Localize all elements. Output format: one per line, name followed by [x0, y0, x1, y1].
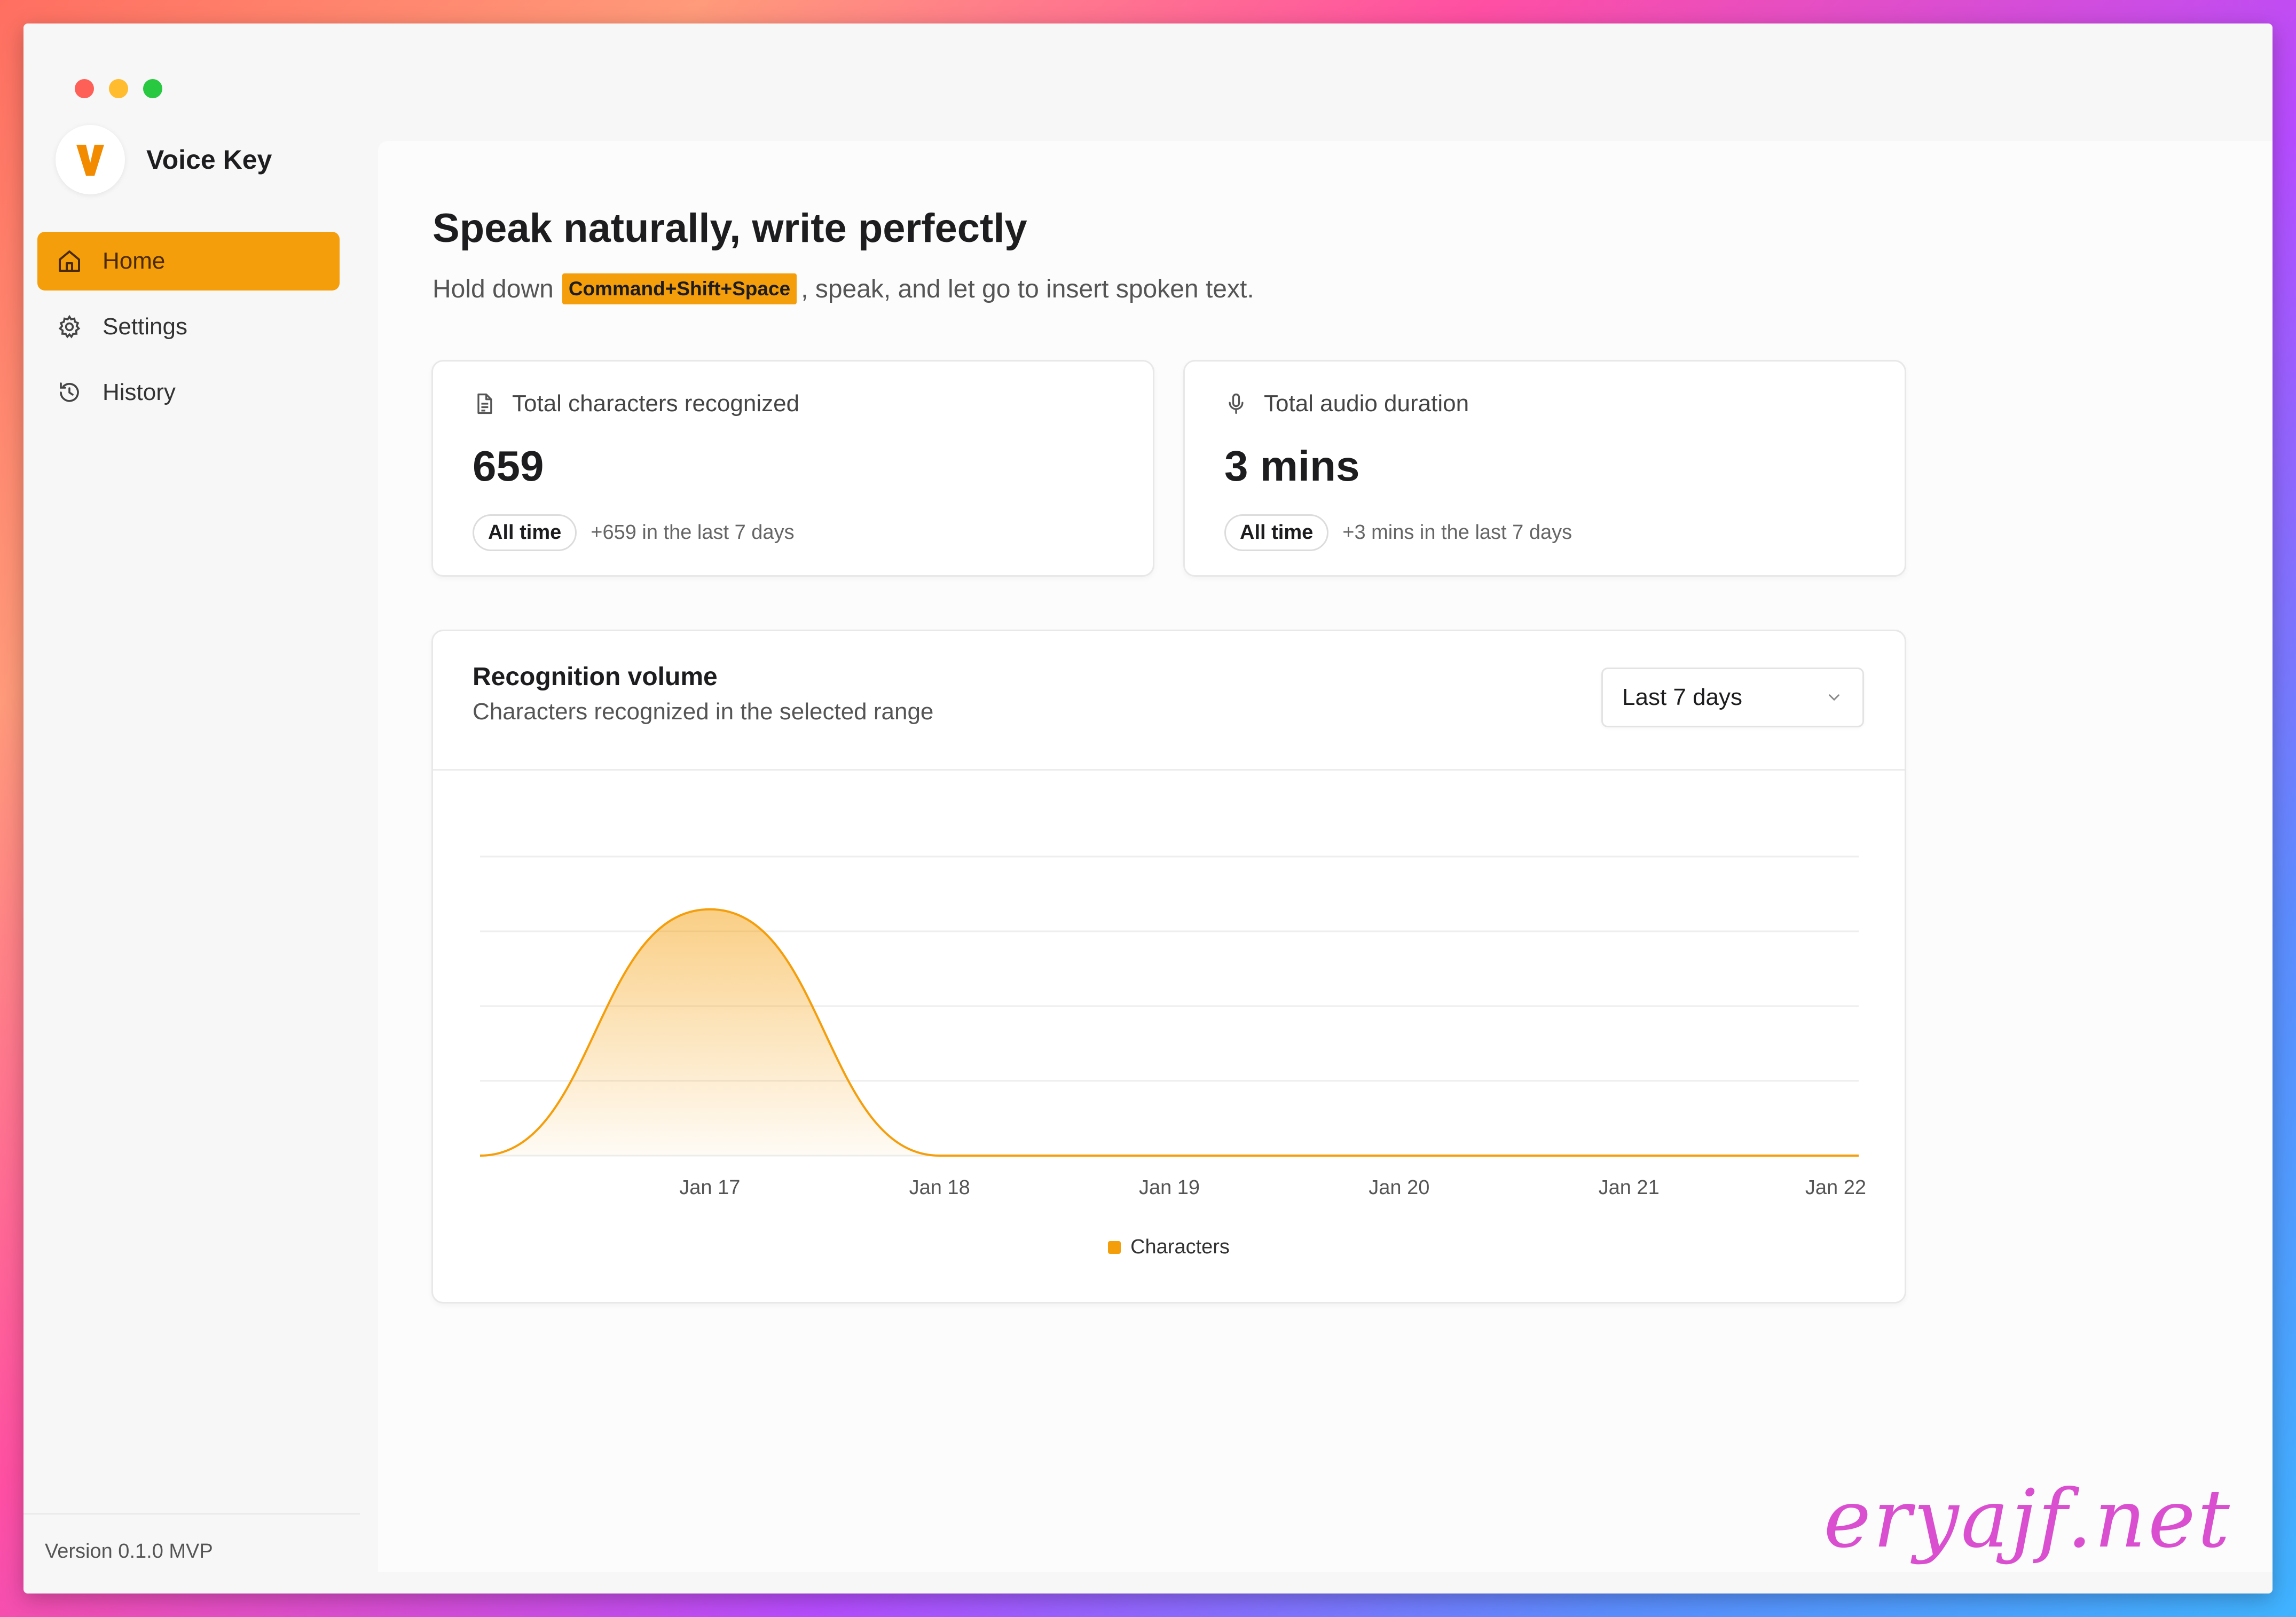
sidebar-item-home[interactable]: Home: [37, 232, 340, 291]
app-version: Version 0.1.0 MVP: [45, 1540, 213, 1563]
home-icon: [59, 250, 80, 272]
app-window: Voice Key Home Settings History: [23, 23, 2273, 1594]
app-name: Voice Key: [146, 145, 272, 175]
sidebar-nav: Home Settings History: [37, 232, 340, 429]
x-tick-label: Jan 19: [1139, 1176, 1200, 1199]
range-select[interactable]: Last 7 days: [1601, 668, 1864, 727]
page-subtitle: Hold down Command+Shift+Space , speak, a…: [433, 273, 1254, 304]
subtitle-suffix: , speak, and let go to insert spoken tex…: [801, 274, 1254, 303]
shortcut-badge: Command+Shift+Space: [562, 273, 797, 304]
sidebar: Voice Key Home Settings History: [23, 23, 376, 1594]
chart-title: Recognition volume: [473, 663, 718, 691]
stat-value: 659: [473, 442, 544, 490]
stat-value: 3 mins: [1224, 442, 1360, 490]
sidebar-divider: [23, 1513, 360, 1514]
sidebar-item-history[interactable]: History: [37, 363, 340, 422]
document-icon: [477, 393, 492, 414]
x-tick-label: Jan 17: [679, 1176, 740, 1199]
all-time-badge: All time: [473, 514, 577, 551]
stat-card-audio: Total audio duration 3 mins All time +3 …: [1183, 360, 1906, 577]
app-logo-icon: [56, 125, 125, 194]
area-chart: Jan 17 Jan 18 Jan 19 Jan 20 Jan 21 Jan 22: [479, 855, 1866, 1199]
subtitle-prefix: Hold down: [433, 274, 554, 303]
chart-legend: Characters: [433, 1236, 1905, 1259]
chevron-down-icon: [1829, 694, 1839, 701]
x-tick-label: Jan 20: [1369, 1176, 1429, 1199]
minimize-window-button[interactable]: [109, 79, 128, 98]
close-window-button[interactable]: [75, 79, 94, 98]
stat-delta: +3 mins in the last 7 days: [1342, 521, 1572, 544]
sidebar-item-label: Home: [103, 248, 166, 274]
all-time-badge: All time: [1224, 514, 1329, 551]
main-content: Speak naturally, write perfectly Hold do…: [378, 141, 2273, 1572]
x-tick-label: Jan 21: [1599, 1176, 1660, 1199]
chart-divider: [433, 769, 1905, 771]
window-controls: [75, 79, 162, 98]
stat-label: Total audio duration: [1264, 390, 1469, 417]
brand: Voice Key: [56, 125, 272, 194]
stat-delta: +659 in the last 7 days: [591, 521, 795, 544]
series-area-characters: [480, 909, 1859, 1156]
watermark-text: eryajf.net: [1823, 1473, 2232, 1566]
stat-card-characters: Total characters recognized 659 All time…: [431, 360, 1154, 577]
chart-subtitle: Characters recognized in the selected ra…: [473, 698, 934, 725]
stat-label: Total characters recognized: [512, 390, 800, 417]
legend-swatch: [1108, 1241, 1121, 1254]
x-tick-label: Jan 22: [1805, 1176, 1866, 1199]
sidebar-item-settings[interactable]: Settings: [37, 297, 340, 356]
range-select-value: Last 7 days: [1622, 684, 1743, 710]
x-tick-label: Jan 18: [909, 1176, 970, 1199]
legend-label: Characters: [1130, 1236, 1230, 1258]
series-line-characters: [479, 908, 1859, 1157]
microphone-icon: [1229, 393, 1244, 414]
sidebar-item-label: History: [103, 379, 176, 405]
history-icon: [60, 382, 79, 402]
page-title: Speak naturally, write perfectly: [433, 206, 1027, 251]
sidebar-item-label: Settings: [103, 313, 187, 340]
recognition-volume-card: Recognition volume Characters recognized…: [431, 630, 1906, 1304]
gear-icon: [58, 315, 81, 339]
zoom-window-button[interactable]: [143, 79, 162, 98]
